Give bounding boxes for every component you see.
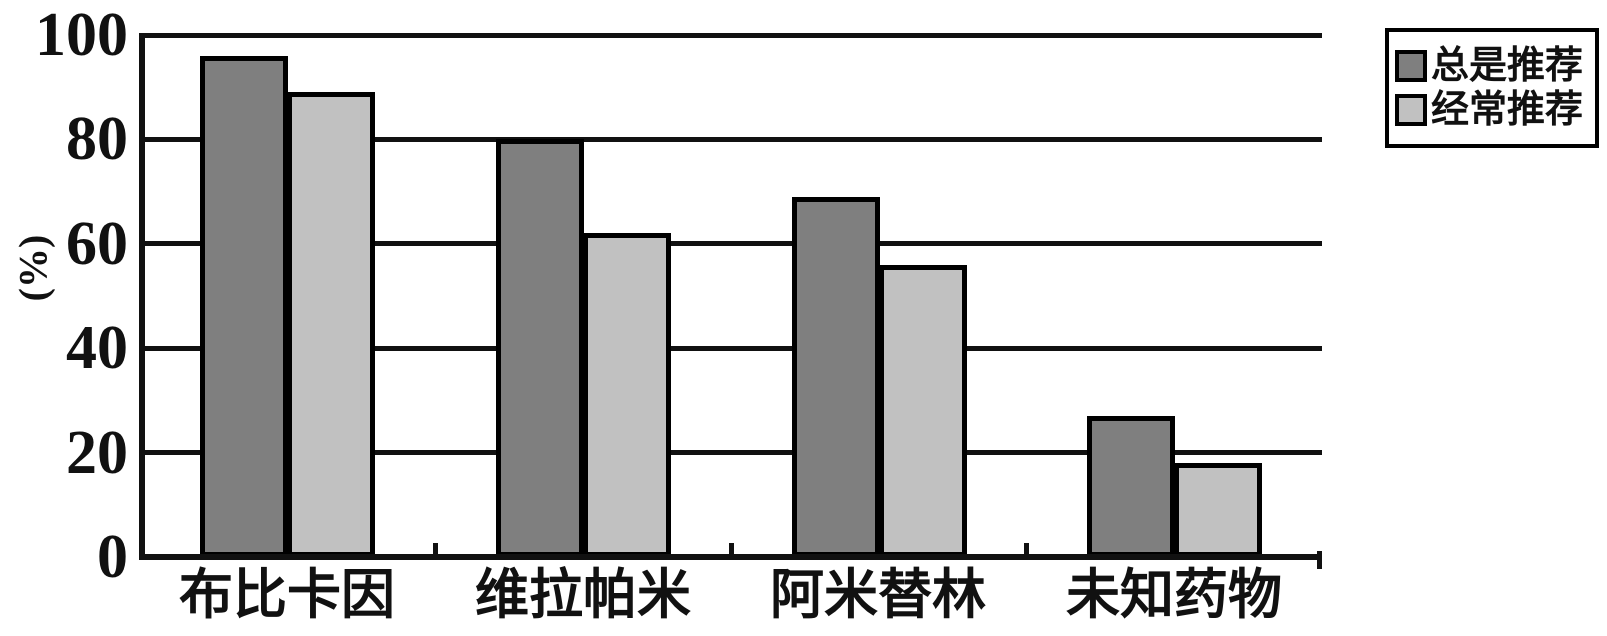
y-tick-label-100: 100	[35, 1, 128, 69]
legend-row-经常推荐: 经常推荐	[1395, 91, 1589, 129]
y-axis-line	[139, 33, 145, 560]
gridline-20	[139, 450, 1322, 455]
bar-布比卡因-经常推荐	[287, 92, 375, 557]
chart-legend: 总是推荐 经常推荐	[1385, 28, 1599, 148]
x-axis-tick	[729, 543, 734, 559]
gridline-40	[139, 346, 1322, 351]
legend-label: 总是推荐	[1431, 45, 1584, 87]
gridline-100	[139, 33, 1322, 38]
bar-阿米替林-经常推荐	[879, 265, 967, 557]
bar-维拉帕米-总是推荐	[496, 139, 584, 557]
bar-未知药物-总是推荐	[1087, 416, 1175, 557]
bar-未知药物-经常推荐	[1174, 463, 1262, 557]
x-category-label-阿米替林: 阿米替林	[770, 565, 986, 625]
x-category-label-未知药物: 未知药物	[1066, 565, 1282, 625]
x-category-label-布比卡因: 布比卡因	[179, 565, 395, 625]
gridline-60	[139, 241, 1322, 246]
bar-维拉帕米-经常推荐	[583, 233, 671, 557]
legend-label: 经常推荐	[1431, 89, 1584, 131]
y-tick-label-80: 80	[66, 105, 128, 173]
gridline-80	[139, 137, 1322, 142]
x-axis-tick	[433, 543, 438, 559]
y-tick-label-40: 40	[66, 314, 128, 382]
x-axis-tick	[1317, 551, 1322, 569]
x-category-label-维拉帕米: 维拉帕米	[475, 565, 691, 625]
x-axis-line	[139, 554, 1322, 560]
bar-阿米替林-总是推荐	[792, 197, 880, 557]
x-axis-tick	[1024, 543, 1029, 559]
legend-row-总是推荐: 总是推荐	[1395, 47, 1589, 85]
y-tick-label-20: 20	[66, 419, 128, 487]
legend-swatch-icon	[1395, 94, 1427, 126]
y-tick-label-60: 60	[66, 210, 128, 278]
bar-布比卡因-总是推荐	[200, 56, 288, 557]
legend-swatch-icon	[1395, 50, 1427, 82]
y-tick-label-0: 0	[97, 523, 128, 591]
